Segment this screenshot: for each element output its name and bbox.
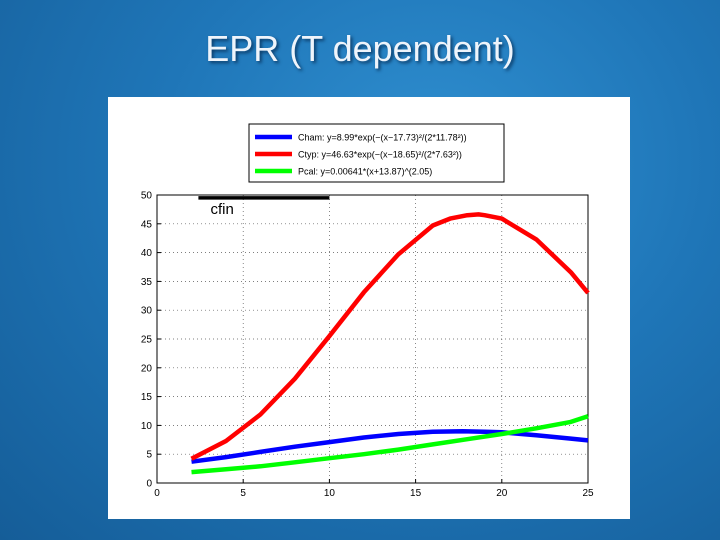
y-tick-label: 40	[141, 248, 153, 259]
chart-panel: 0 5 10 15 20 25 0 5 10 15 20 25 30 35 40 45 50 cfin Cham…	[108, 97, 630, 519]
y-tick-label: 10	[141, 421, 153, 432]
y-tick-label: 20	[141, 363, 153, 374]
x-tick-label: 0	[154, 488, 160, 499]
x-tick-label: 15	[410, 488, 422, 499]
series-line-pcal	[191, 414, 589, 475]
x-tick-label: 5	[240, 488, 246, 499]
x-tick-label: 20	[496, 488, 508, 499]
x-tick-label: 10	[324, 488, 336, 499]
slide-title: EPR (T dependent)	[205, 28, 515, 69]
y-tick-label: 0	[146, 479, 152, 490]
y-tick-label: 30	[141, 306, 153, 317]
legend: Cham: y=8.99*exp(−(x−17.73)²/(2*11.78²))…	[248, 123, 505, 183]
x-tick-label: 25	[582, 488, 594, 499]
legend-label-ctyp: Ctyp: y=46.63*exp(−(x−18.65)²/(2*7.63²))	[298, 150, 462, 160]
y-tick-label: 50	[141, 191, 153, 202]
y-tick-label: 15	[141, 392, 153, 403]
y-tick-label: 5	[146, 450, 152, 461]
legend-label-cham: Cham: y=8.99*exp(−(x−17.73)²/(2*11.78²))	[298, 133, 467, 143]
y-tick-label: 25	[141, 335, 153, 346]
grid-lines	[157, 195, 588, 483]
series-layer	[190, 196, 590, 475]
line-chart: 0 5 10 15 20 25 0 5 10 15 20 25 30 35 40 45 50 cfin Cham…	[141, 123, 594, 500]
axis-ticks: 0 5 10 15 20 25 0 5 10 15 20 25 30 35 40 45 50	[141, 191, 594, 500]
annotation-label: cfin	[210, 201, 233, 218]
y-tick-label: 45	[141, 219, 153, 230]
annotation-layer: cfin	[210, 201, 233, 218]
y-tick-label: 35	[141, 277, 153, 288]
series-line-cham	[191, 428, 589, 464]
legend-label-pcal: Pcal: y=0.00641*(x+13.87)^(2.05)	[298, 167, 432, 177]
series-line-ctyp	[190, 212, 590, 461]
